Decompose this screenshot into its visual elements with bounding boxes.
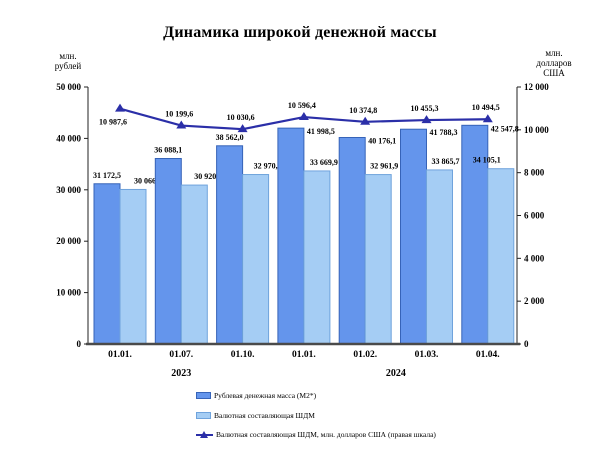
bar-ruble-mass-label: 41 998,5: [307, 127, 335, 136]
bar-currency-component-label: 30 920,2: [194, 172, 222, 181]
usd-line-marker-icon: [196, 430, 213, 439]
y-axis-left-tick-label: 40 000: [56, 133, 81, 143]
bar-currency-component-0: [119, 188, 147, 345]
bar-currency-component-3: [303, 170, 331, 345]
line-marker-0: [115, 103, 125, 112]
y-axis-right-tick-label: 6 000: [524, 211, 545, 221]
line-value-label: 10 455,3: [411, 104, 439, 113]
ruble-mass-swatch-icon: [196, 392, 211, 400]
bar-ruble-mass-label: 31 172,5: [93, 171, 121, 180]
line-marker-5: [421, 115, 432, 124]
x-axis-category-label: 01.04.: [476, 350, 500, 360]
line-marker-4: [360, 116, 371, 125]
bar-ruble-mass-label: 36 088,1: [154, 146, 182, 155]
y-axis-left-tick-label: 10 000: [56, 288, 81, 298]
line-marker-1: [176, 120, 187, 129]
currency-component-swatch-icon: [196, 411, 211, 419]
x-axis-category-label: 01.01.: [292, 350, 316, 360]
line-value-label: 10 987,6: [99, 118, 127, 127]
bar-currency-component-label: 33 669,9: [310, 158, 338, 167]
line-value-label: 10 030,6: [227, 113, 255, 122]
line-marker-3: [298, 112, 309, 121]
bar-currency-component-label: 34 105,1: [473, 156, 501, 165]
line-marker-2: [237, 124, 248, 133]
bar-currency-component-6: [487, 168, 515, 345]
chart-title: Динамика широкой денежной массы: [163, 24, 437, 41]
y-axis-right-tick-label: 0: [524, 339, 529, 349]
y-axis-right-tick-label: 8 000: [524, 168, 545, 178]
line-value-label: 10 494,5: [472, 103, 500, 112]
x-axis-category-label: 01.01.: [108, 350, 132, 360]
bar-ruble-mass-5: [400, 128, 427, 345]
y-axis-left-tick-label: 20 000: [56, 236, 81, 246]
line-value-label: 10 199,6: [165, 110, 193, 119]
y-axis-left-tick-label: 50 000: [56, 82, 81, 92]
x-axis-category-label: 01.10.: [231, 350, 255, 360]
bar-ruble-mass-label: 42 547,8: [491, 124, 519, 133]
year-label: 2023: [171, 368, 191, 379]
legend-label-currency-usd-line: Валютная составляющая ШДМ, млн. долларов…: [216, 430, 436, 440]
y-axis-right-tick-label: 2 000: [524, 296, 545, 306]
legend-item-currency-component: Валютная составляющая ШДМ: [196, 406, 436, 426]
bar-ruble-mass-1: [154, 158, 182, 345]
y-axis-right-tick-label: 10 000: [524, 125, 549, 135]
bar-currency-component-label: 30 066,5: [134, 176, 162, 185]
line-value-label: 10 374,8: [349, 106, 377, 115]
legend-label-ruble-mass: Рублевая денежная масса (М2*): [214, 391, 317, 401]
bar-ruble-mass-label: 40 176,1: [368, 136, 396, 145]
legend-label-currency-component: Валютная составляющая ШДМ: [214, 410, 315, 420]
usd-line-triangle-icon: [200, 430, 208, 438]
line-marker-6: [482, 114, 493, 123]
y-axis-right-tick-label: 12 000: [524, 82, 549, 92]
bar-ruble-mass-3: [277, 127, 305, 345]
x-axis-category-label: 01.03.: [415, 350, 439, 360]
x-axis-category-label: 01.02.: [353, 350, 377, 360]
bar-currency-component-label: 32 961,9: [370, 162, 398, 171]
bar-currency-component-1: [180, 184, 208, 345]
right-axis-unit-label: млн. долларов США: [536, 48, 572, 78]
bar-currency-component-5: [426, 169, 453, 345]
bar-ruble-mass-0: [93, 183, 121, 345]
legend-item-currency-usd-line: Валютная составляющая ШДМ, млн. долларов…: [196, 425, 436, 445]
y-axis-left-tick-label: 0: [77, 339, 82, 349]
bar-ruble-mass-2: [216, 145, 244, 345]
bar-ruble-mass-4: [338, 136, 366, 345]
bar-currency-component-label: 33 865,7: [432, 157, 460, 166]
bar-currency-component-2: [242, 174, 270, 345]
y-axis-left-tick-label: 30 000: [56, 185, 81, 195]
line-value-label: 10 596,4: [288, 101, 316, 110]
y-axis-right-tick-label: 4 000: [524, 253, 545, 263]
legend: Рублевая денежная масса (М2*) Валютная с…: [196, 386, 436, 445]
legend-item-ruble-mass: Рублевая денежная масса (М2*): [196, 386, 436, 406]
x-axis-category-label: 01.07.: [169, 350, 193, 360]
bar-currency-component-label: 32 970,6: [254, 162, 282, 171]
bar-ruble-mass-label: 41 788,3: [430, 128, 458, 137]
bar-ruble-mass-label: 38 562,0: [216, 133, 244, 142]
year-label: 2024: [386, 368, 406, 379]
bar-currency-component-4: [364, 174, 392, 345]
left-axis-unit-label: млн. рублей: [54, 51, 82, 71]
